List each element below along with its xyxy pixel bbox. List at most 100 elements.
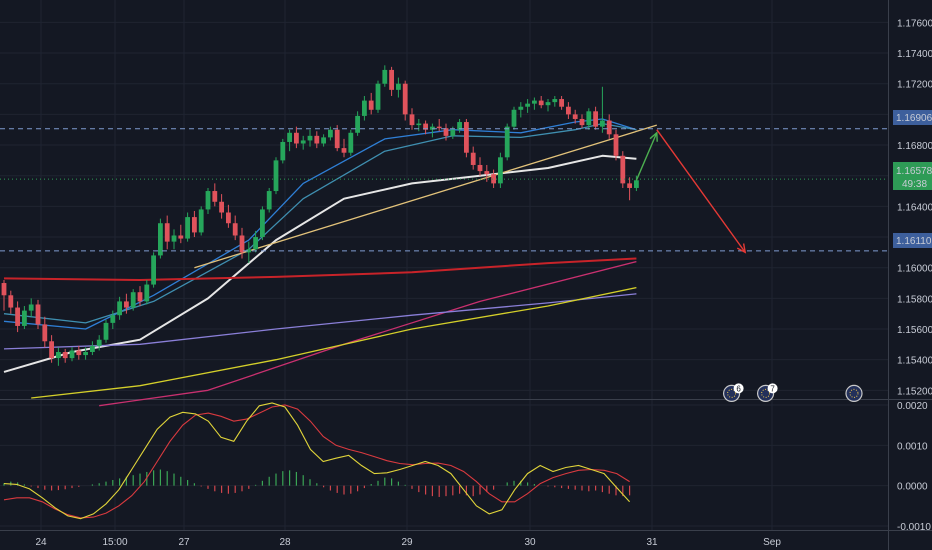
candle-body <box>545 102 551 106</box>
candle-body <box>477 164 483 172</box>
candle-body <box>396 83 401 90</box>
candle <box>8 290 14 314</box>
candle <box>83 347 88 360</box>
candle-body <box>69 350 75 359</box>
price-tick-label: 1.15200 <box>897 386 932 397</box>
candle <box>389 66 394 96</box>
candle-body <box>151 255 156 285</box>
candle <box>382 65 388 87</box>
candle-body <box>464 122 469 153</box>
candle <box>525 99 530 113</box>
candle-body <box>35 304 41 325</box>
horizontal-levels[interactable] <box>0 128 888 252</box>
moving-average-lines <box>3 118 657 407</box>
candle-body <box>627 183 632 188</box>
candle <box>362 95 367 121</box>
candle-body <box>198 209 204 233</box>
candle-body <box>232 223 238 236</box>
candle-body <box>280 141 286 161</box>
sma-red-line <box>3 257 637 281</box>
event-badge[interactable]: 6 <box>722 383 744 403</box>
candle <box>504 123 510 161</box>
candle-body <box>273 160 279 192</box>
candle <box>178 224 184 244</box>
candle <box>416 118 422 132</box>
candle-body <box>552 99 558 103</box>
candle <box>219 194 224 219</box>
candle <box>620 151 626 188</box>
sma-magenta-line <box>99 260 637 407</box>
event-badge[interactable]: 7 <box>756 383 778 403</box>
candle-body <box>538 100 544 106</box>
price-tick-label: 1.17400 <box>897 49 932 60</box>
candle <box>409 108 415 130</box>
candle <box>294 126 299 149</box>
time-tick-label: 27 <box>178 537 190 548</box>
arrow-head <box>649 131 658 142</box>
candle-body <box>164 223 170 242</box>
candle-body <box>103 322 109 340</box>
candle-body <box>470 152 476 165</box>
projection-arrows[interactable] <box>635 129 747 254</box>
candle-body <box>246 249 252 253</box>
candle-body <box>375 83 381 110</box>
candle-body <box>498 157 503 184</box>
candle-body <box>137 292 143 302</box>
candle-body <box>362 100 367 116</box>
price-tick-label: 1.15400 <box>897 356 932 367</box>
candlestick-series <box>1 65 639 366</box>
candle <box>593 106 598 130</box>
candle-body <box>219 201 224 213</box>
candle <box>171 229 177 250</box>
candle <box>328 126 333 141</box>
candle-body <box>212 191 218 202</box>
candle-body <box>409 114 415 126</box>
candle <box>130 289 136 311</box>
candle-body <box>294 132 299 144</box>
time-axis: 24 15:00 27 28 29 30 31 Sep <box>35 537 781 548</box>
price-tag-countdown: 49:38 <box>902 179 927 190</box>
candle <box>103 319 109 343</box>
candle <box>62 348 68 363</box>
candle <box>260 206 265 241</box>
candle <box>518 102 524 118</box>
price-tag-value: 1.16578 <box>896 166 932 177</box>
macd-tick-label: -0.0010 <box>897 522 931 533</box>
candle <box>627 177 632 201</box>
price-tick-label: 1.17200 <box>897 80 932 91</box>
event-badge[interactable] <box>845 384 863 403</box>
candle <box>511 106 517 130</box>
candle <box>341 138 347 158</box>
candle-body <box>341 148 347 153</box>
arrow-shaft <box>635 132 658 181</box>
candle <box>90 341 95 356</box>
candle <box>606 114 612 139</box>
candle-body <box>511 109 517 127</box>
candle <box>491 169 496 188</box>
candle-body <box>49 341 54 359</box>
candle-body <box>8 295 14 308</box>
flag-stars <box>849 388 859 398</box>
candle <box>552 95 558 107</box>
badge-count-bg <box>767 383 778 394</box>
candle-body <box>579 118 585 126</box>
price-tick-label: 1.16400 <box>897 202 932 213</box>
candle-body <box>124 301 129 308</box>
sma-white-line <box>3 154 637 373</box>
candle <box>192 210 197 238</box>
candle <box>586 108 592 130</box>
price-tag <box>893 162 932 190</box>
candle-body <box>518 106 524 110</box>
candle-body <box>171 235 177 242</box>
candle-body <box>117 301 122 316</box>
macd-pane <box>3 402 631 520</box>
candle <box>613 129 619 161</box>
candle-body <box>402 83 408 115</box>
candle-body <box>192 217 197 233</box>
candle-body <box>185 217 190 239</box>
candle <box>42 316 48 348</box>
candle-body <box>566 106 571 115</box>
